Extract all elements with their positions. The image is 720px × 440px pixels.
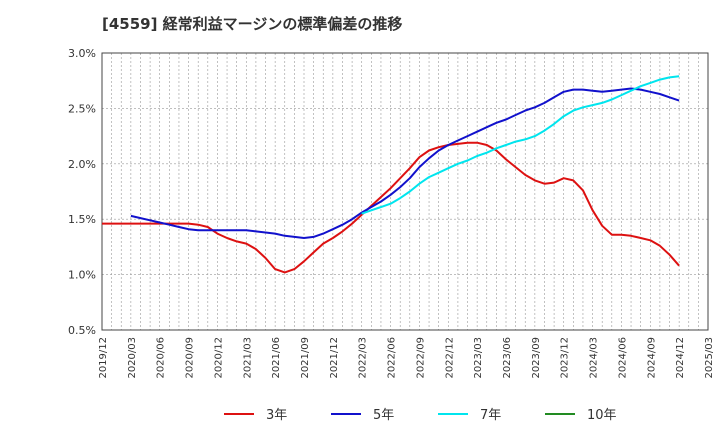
x-tick-label: 2020/09 xyxy=(185,337,196,379)
x-tick-label: 2022/12 xyxy=(444,337,455,379)
series-line-2 xyxy=(130,87,680,239)
x-tick-label: 2020/12 xyxy=(213,337,224,379)
series-layer xyxy=(102,75,680,274)
legend-label-2: 5年 xyxy=(373,408,394,423)
legend-label-3: 7年 xyxy=(480,408,501,423)
chart-title: [4559] 経常利益マージンの標準偏差の推移 xyxy=(102,15,403,33)
legend: 3年 5年 7年 10年 xyxy=(224,408,617,423)
x-tick-label: 2023/09 xyxy=(531,337,542,379)
y-tick-label: 1.5% xyxy=(68,213,96,226)
x-tick-label: 2021/09 xyxy=(300,337,311,379)
x-tick-label: 2022/06 xyxy=(387,337,398,379)
series-line-3 xyxy=(361,75,680,215)
series-line-1 xyxy=(102,141,680,274)
y-axis-ticks: 0.5% 1.0% 1.5% 2.0% 2.5% 3.0% xyxy=(68,47,96,337)
x-tick-label: 2021/12 xyxy=(329,337,340,379)
x-tick-label: 2020/03 xyxy=(127,337,138,379)
x-tick-label: 2021/06 xyxy=(271,337,282,379)
x-tick-label: 2025/03 xyxy=(704,337,715,379)
x-tick-label: 2019/12 xyxy=(98,337,109,379)
x-tick-label: 2022/09 xyxy=(415,337,426,379)
x-tick-label: 2023/06 xyxy=(502,337,513,379)
y-tick-label: 3.0% xyxy=(68,47,96,60)
y-tick-label: 2.0% xyxy=(68,158,96,171)
y-tick-label: 0.5% xyxy=(68,324,96,337)
x-tick-label: 2022/03 xyxy=(358,337,369,379)
x-tick-label: 2020/06 xyxy=(156,337,167,379)
x-tick-label: 2023/12 xyxy=(560,337,571,379)
y-tick-label: 2.5% xyxy=(68,102,96,115)
x-tick-label: 2024/03 xyxy=(589,337,600,379)
legend-label-1: 3年 xyxy=(266,408,287,423)
x-tick-label: 2023/03 xyxy=(473,337,484,379)
x-tick-label: 2024/06 xyxy=(617,337,628,379)
legend-label-4: 10年 xyxy=(587,408,617,423)
plot-frame xyxy=(101,52,709,331)
x-axis-ticks: 2019/12 2020/03 2020/06 2020/09 2020/12 2021/… xyxy=(98,337,715,379)
y-tick-label: 1.0% xyxy=(68,269,96,282)
grid-layer xyxy=(102,53,708,330)
x-tick-label: 2024/09 xyxy=(646,337,657,379)
x-tick-label: 2024/12 xyxy=(675,337,686,379)
x-tick-label: 2021/03 xyxy=(242,337,253,379)
